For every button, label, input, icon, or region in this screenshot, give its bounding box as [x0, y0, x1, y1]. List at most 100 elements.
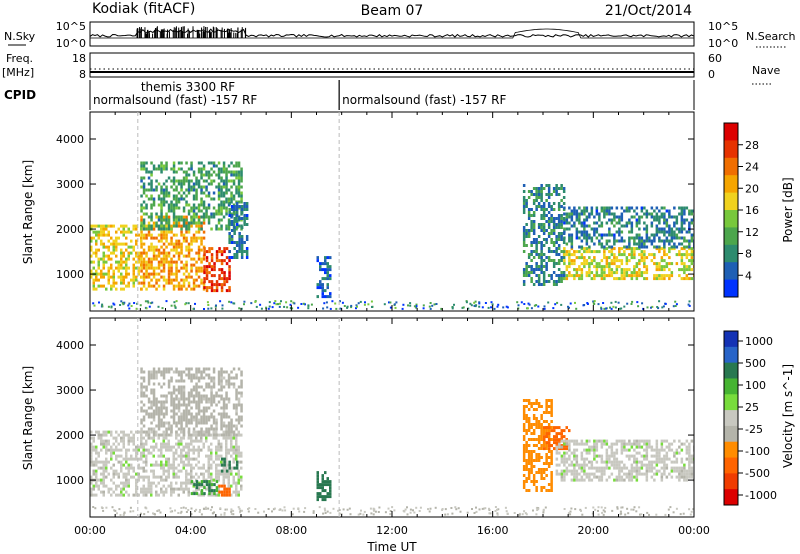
echo-region	[140, 215, 206, 291]
x-tick-label: 20:00	[577, 524, 609, 537]
velocity-panel: 1000 2000 3000 4000 Slant Range [km]	[21, 317, 695, 518]
colorbar-tick-label: 4	[745, 269, 752, 282]
search-tick-bottom: 10^0	[708, 37, 738, 50]
colorbar-swatch	[724, 244, 738, 263]
sky-label: N.Sky	[4, 30, 36, 43]
colorbar-swatch	[724, 175, 738, 194]
colorbar-swatch	[724, 123, 738, 141]
power-echoes	[90, 161, 694, 310]
echo-region	[90, 224, 143, 291]
echo-region	[220, 457, 239, 473]
y-tick-label: 4000	[56, 133, 84, 146]
freq-unit-label: [MHz]	[2, 66, 34, 79]
echo-region	[316, 256, 332, 299]
ground-scatter-speckle	[92, 506, 694, 516]
y-tick-label: 3000	[56, 384, 84, 397]
colorbar-swatch	[724, 473, 738, 490]
power-panel: 1000 2000 3000 4000 Slant Range [km]	[21, 111, 695, 312]
colorbar-swatch	[724, 394, 738, 411]
x-tick-label: 12:00	[376, 524, 408, 537]
colorbar-tick-label: -100	[745, 445, 770, 458]
power-colorbar: 4 8 12 16 20 24 28 Power [dB]	[723, 122, 795, 298]
echo-region	[555, 439, 694, 482]
freq-nave-strip: Freq. [MHz] 18 8 60 0 Nave	[2, 52, 780, 85]
x-tick-label: 16:00	[477, 524, 509, 537]
cpid-mode-label: normalsound (fast) -157 RF	[342, 93, 506, 107]
echo-region	[563, 247, 694, 281]
colorbar-tick-label: 8	[745, 248, 752, 261]
y-tick-label: 1000	[56, 268, 84, 281]
sky-search-strip: N.Sky 10^5 10^0 10^5 10^0 N.Search	[4, 20, 796, 50]
echo-region	[140, 161, 243, 231]
colorbar-tick-label: 25	[745, 401, 759, 414]
power-colorbar-label: Power [dB]	[781, 177, 795, 242]
y-tick-label: 2000	[56, 429, 84, 442]
cpid-mode-label: themis 3300 RF	[141, 80, 235, 94]
cpid-mode-label: normalsound (fast) -157 RF	[93, 93, 257, 107]
nave-tick-top: 60	[708, 52, 722, 65]
echo-region	[316, 471, 332, 502]
colorbar-swatch	[724, 489, 738, 506]
colorbar-swatch	[724, 192, 738, 211]
colorbar-swatch	[724, 425, 738, 443]
colorbar-swatch	[724, 140, 738, 159]
search-noise-series	[90, 28, 694, 39]
colorbar-swatch	[724, 378, 738, 395]
x-tick-label: 04:00	[175, 524, 207, 537]
colorbar-tick-label: -500	[745, 467, 770, 480]
colorbar-tick-label: 1000	[745, 335, 773, 348]
colorbar-tick-label: 500	[745, 357, 766, 370]
colorbar-swatch	[724, 362, 738, 379]
date-title: 21/Oct/2014	[605, 3, 692, 19]
colorbar-tick-label: 20	[745, 182, 759, 195]
freq-label: Freq.	[6, 52, 33, 65]
colorbar-swatch	[724, 441, 738, 459]
search-tick-top: 10^5	[708, 20, 738, 33]
y-tick-label: 2000	[56, 223, 84, 236]
echo-region	[218, 484, 231, 497]
sky-noise-spikes	[136, 26, 247, 38]
sky-tick-bottom: 10^0	[56, 37, 86, 50]
colorbar-swatch	[724, 346, 738, 364]
echo-region	[228, 202, 249, 259]
echo-region	[522, 184, 566, 286]
colorbar-swatch	[724, 262, 738, 281]
velocity-colorbar-label: Velocity [m s^-1]	[781, 364, 795, 468]
freq-tick-bottom: 8	[79, 68, 86, 81]
x-tick-label: 08:00	[275, 524, 307, 537]
echo-region	[140, 367, 243, 437]
ground-scatter-speckle	[92, 300, 691, 310]
colorbar-swatch	[724, 279, 738, 298]
colorbar-swatch	[724, 410, 738, 427]
y-tick-label: 1000	[56, 474, 84, 487]
echo-region	[543, 426, 571, 451]
echo-region	[190, 480, 219, 496]
x-axis-label: Time UT	[366, 540, 417, 554]
colorbar-tick-label: 12	[745, 226, 759, 239]
station-title: Kodiak (fitACF)	[92, 1, 195, 17]
x-tick-label: 00:00	[74, 524, 106, 537]
search-label: N.Search	[746, 30, 796, 43]
colorbar-swatch	[724, 210, 738, 228]
colorbar-tick-label: 28	[745, 139, 759, 152]
colorbar-tick-label: -25	[745, 423, 763, 436]
sky-noise-series	[89, 28, 695, 38]
y-tick-label: 3000	[56, 178, 84, 191]
colorbar-tick-label: 100	[745, 379, 766, 392]
nave-tick-bottom: 0	[708, 68, 715, 81]
colorbar-swatch	[724, 331, 738, 348]
cpid-label: CPID	[4, 88, 36, 102]
echo-region	[563, 206, 694, 249]
x-tick-label: 00:00	[678, 524, 710, 537]
beam-title: Beam 07	[361, 3, 424, 19]
colorbar-swatch	[724, 157, 738, 176]
velocity-y-axis-label: Slant Range [km]	[21, 366, 35, 470]
y-tick-label: 4000	[56, 339, 84, 352]
sky-tick-top: 10^5	[56, 20, 86, 33]
power-y-axis-label: Slant Range [km]	[21, 160, 35, 264]
colorbar-swatch	[724, 227, 738, 246]
echo-region	[203, 247, 231, 293]
echo-region	[522, 399, 553, 492]
